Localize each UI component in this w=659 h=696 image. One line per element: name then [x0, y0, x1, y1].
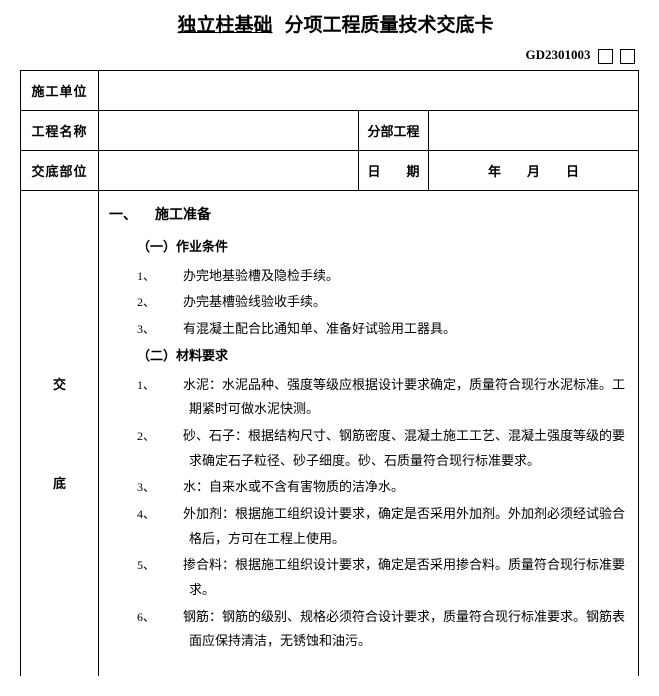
- content-cell: 一、 施工准备 （一）作业条件 1、办完地基验槽及隐检手续。 2、办完基槽验线验收…: [99, 190, 639, 676]
- checkbox-1[interactable]: [598, 49, 613, 64]
- side-label: 交 底: [21, 190, 99, 676]
- value-subproject[interactable]: [429, 110, 639, 150]
- side-char-1: 交: [21, 334, 98, 433]
- page: 独立柱基础分项工程质量技术交底卡 GD2301003 施工单位 工程名称 分部工…: [0, 0, 659, 696]
- value-project[interactable]: [99, 110, 359, 150]
- section-num: 一、: [109, 208, 137, 223]
- title-suffix: 分项工程质量技术交底卡: [285, 15, 494, 36]
- row-unit: 施工单位: [21, 70, 639, 110]
- label-part: 交底部位: [21, 150, 99, 190]
- subsection-1-title: （一）作业条件: [137, 235, 628, 260]
- section-title: 一、 施工准备: [109, 203, 628, 230]
- row-project: 工程名称 分部工程: [21, 110, 639, 150]
- list-item: 1、办完地基验槽及隐检手续。: [163, 264, 628, 289]
- checkbox-2[interactable]: [620, 49, 635, 64]
- list-item: 1、水泥：水泥品种、强度等级应根据设计要求确定，质量符合现行水泥标准。工期紧时可…: [163, 373, 628, 422]
- list-item: 6、钢筋：钢筋的级别、规格必须符合设计要求，质量符合现行标准要求。钢筋表面应保持…: [163, 605, 628, 654]
- label-subproject: 分部工程: [359, 110, 429, 150]
- row-part: 交底部位 日 期 年 月 日: [21, 150, 639, 190]
- list-item: 3、有混凝土配合比通知单、准备好试验用工器具。: [163, 317, 628, 342]
- doc-code-row: GD2301003: [20, 47, 639, 64]
- doc-code: GD2301003: [526, 47, 591, 62]
- form-table: 施工单位 工程名称 分部工程 交底部位 日 期 年 月 日 交 底 一、 施工准备: [20, 70, 639, 677]
- value-date[interactable]: 年 月 日: [429, 150, 639, 190]
- value-unit[interactable]: [99, 70, 639, 110]
- section-name: 施工准备: [155, 208, 211, 223]
- list-item: 4、外加剂：根据施工组织设计要求，确定是否采用外加剂。外加剂必须经试验合格后，方…: [163, 502, 628, 551]
- list-item: 2、办完基槽验线验收手续。: [163, 290, 628, 315]
- list-item: 3、水：自来水或不含有害物质的洁净水。: [163, 475, 628, 500]
- subsection-2-title: （二）材料要求: [137, 344, 628, 369]
- label-date: 日 期: [359, 150, 429, 190]
- title-prefix: 独立柱基础: [165, 15, 284, 36]
- doc-title: 独立柱基础分项工程质量技术交底卡: [20, 10, 639, 37]
- side-char-2: 底: [21, 433, 98, 532]
- value-part[interactable]: [99, 150, 359, 190]
- list-item: 2、砂、石子：根据结构尺寸、钢筋密度、混凝土施工工艺、混凝土强度等级的要求确定石…: [163, 424, 628, 473]
- label-unit: 施工单位: [21, 70, 99, 110]
- row-content: 交 底 一、 施工准备 （一）作业条件 1、办完地基验槽及隐检手续。 2、办完基槽…: [21, 190, 639, 676]
- label-project: 工程名称: [21, 110, 99, 150]
- list-item: 5、掺合料：根据施工组织设计要求，确定是否采用掺合料。质量符合现行标准要求。: [163, 553, 628, 602]
